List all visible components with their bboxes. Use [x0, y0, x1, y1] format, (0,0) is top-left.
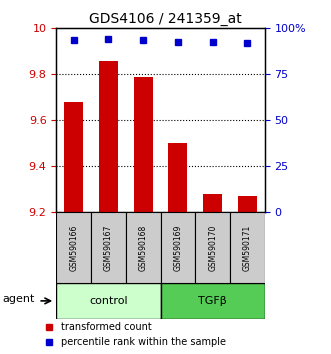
Bar: [203, 194, 222, 212]
Bar: [126, 212, 161, 283]
Bar: [168, 143, 187, 212]
Text: GSM590170: GSM590170: [208, 224, 217, 271]
Text: GSM590168: GSM590168: [139, 225, 148, 271]
Bar: [91, 212, 126, 283]
Text: GSM590169: GSM590169: [173, 224, 182, 271]
Bar: [230, 212, 265, 283]
Text: transformed count: transformed count: [62, 321, 152, 332]
Bar: [99, 61, 118, 212]
Text: GSM590171: GSM590171: [243, 225, 252, 271]
Bar: [238, 196, 257, 212]
Bar: [56, 283, 161, 319]
Text: percentile rank within the sample: percentile rank within the sample: [62, 337, 226, 348]
Text: agent: agent: [3, 294, 35, 304]
Text: TGFβ: TGFβ: [198, 296, 227, 306]
Bar: [195, 212, 230, 283]
Bar: [64, 102, 83, 212]
Bar: [134, 77, 153, 212]
Text: control: control: [89, 296, 128, 306]
Bar: [161, 283, 265, 319]
Bar: [161, 212, 195, 283]
Text: GSM590166: GSM590166: [69, 224, 78, 271]
Text: GDS4106 / 241359_at: GDS4106 / 241359_at: [89, 12, 242, 27]
Bar: [56, 212, 91, 283]
Text: GSM590167: GSM590167: [104, 224, 113, 271]
